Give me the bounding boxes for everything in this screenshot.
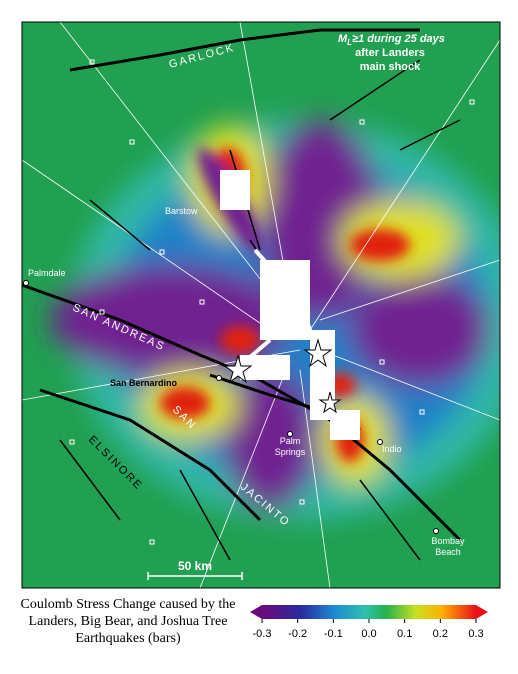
city-label: San Bernardino bbox=[110, 378, 178, 388]
colorbar-tick-label: 0.2 bbox=[433, 628, 448, 640]
city-label: Bombay bbox=[431, 536, 465, 546]
city-label: Indio bbox=[382, 444, 402, 454]
caption-line: Landers, Big Bear, and Joshua Tree bbox=[29, 614, 228, 629]
city-label: Beach bbox=[435, 547, 461, 557]
colorbar-tick-label: 0.0 bbox=[361, 628, 376, 640]
legend-symbol: M bbox=[338, 33, 348, 45]
colorbar-tick-label: -0.2 bbox=[288, 628, 307, 640]
legend-text: ≥1 during 25 days bbox=[352, 33, 445, 45]
colorbar-extend bbox=[476, 605, 488, 619]
stress-map bbox=[22, 22, 500, 588]
colorbar-tick-label: -0.3 bbox=[253, 628, 272, 640]
colorbar-tick-label: -0.1 bbox=[324, 628, 343, 640]
legend-line: main shock bbox=[360, 61, 421, 73]
scale-bar bbox=[147, 572, 243, 580]
legend-line: after Landers bbox=[355, 47, 425, 59]
colorbar-tick-label: 0.1 bbox=[397, 628, 412, 640]
colorbar-gradient bbox=[262, 605, 476, 619]
scale-bar-label: 50 km bbox=[178, 559, 212, 573]
colorbar-extend bbox=[250, 605, 262, 619]
colorbar: -0.3 -0.2 -0.1 0.0 0.1 0.2 0.3 bbox=[250, 605, 488, 640]
caption-line: Earthquakes (bars) bbox=[75, 631, 181, 646]
city-label: Springs bbox=[275, 447, 306, 457]
legend-line: ML≥1 during 25 days bbox=[338, 33, 445, 47]
city-label: Palm bbox=[280, 436, 301, 446]
map-frame bbox=[21, 21, 501, 589]
colorbar-tick-label: 0.3 bbox=[468, 628, 483, 640]
city-label: Barstow bbox=[165, 206, 198, 216]
caption-line: Coulomb Stress Change caused by the bbox=[20, 597, 235, 612]
legend-subscript: L bbox=[347, 38, 352, 47]
caption: Coulomb Stress Change caused by the Land… bbox=[20, 597, 235, 646]
city-label: Palmdale bbox=[28, 268, 66, 278]
